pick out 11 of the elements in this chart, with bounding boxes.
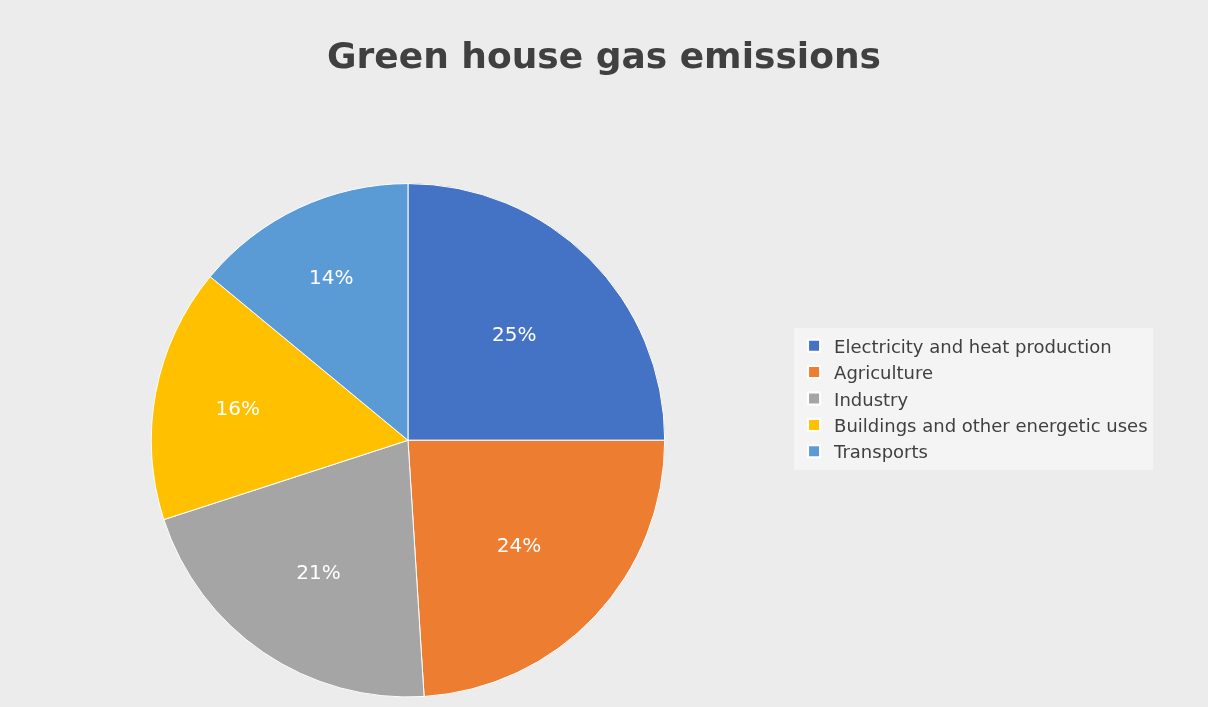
data-label: 24% [496, 532, 542, 557]
legend-label: Electricity and heat production [834, 335, 1112, 357]
chart-title: Green house gas emissions [327, 34, 881, 76]
legend-label: Buildings and other energetic uses [834, 414, 1148, 436]
data-label: 25% [492, 321, 537, 346]
data-label: 21% [296, 559, 341, 584]
legend-label: Transports [833, 441, 928, 463]
data-label: 14% [309, 265, 354, 290]
legend-label: Industry [834, 388, 909, 410]
data-label: 16% [215, 395, 261, 420]
legend-label: Agriculture [834, 362, 934, 384]
